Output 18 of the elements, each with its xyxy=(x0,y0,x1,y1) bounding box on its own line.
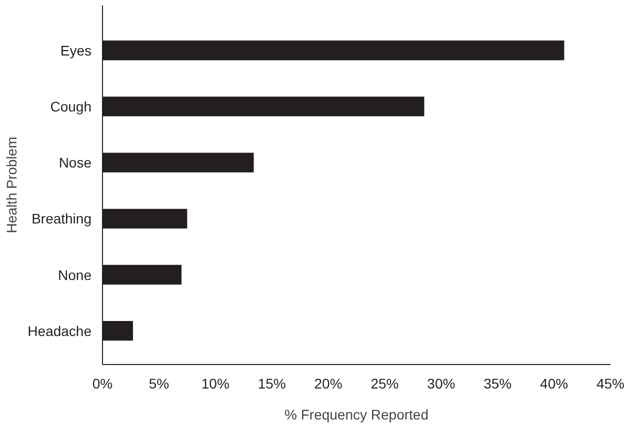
x-tick-label: 10% xyxy=(201,376,230,392)
x-tick-label: 0% xyxy=(92,376,113,392)
x-tick-label: 40% xyxy=(540,376,568,392)
x-tick-label: 45% xyxy=(596,376,625,392)
x-tick-label: 20% xyxy=(314,376,342,392)
x-tick-label: 35% xyxy=(484,376,512,392)
x-tick-label: 15% xyxy=(258,376,286,392)
y-tick-label: Eyes xyxy=(60,42,92,58)
y-tick-label: None xyxy=(58,266,92,283)
y-axis-title: Health Problem xyxy=(4,136,20,234)
y-tick-label: Cough xyxy=(50,98,92,114)
x-axis-title: % Frequency Reported xyxy=(284,406,428,422)
x-tick-label: 30% xyxy=(427,376,456,392)
y-tick-label: Nose xyxy=(58,154,92,171)
x-tick-label: 25% xyxy=(370,376,399,392)
x-tick-label: 5% xyxy=(148,376,170,392)
y-tick-label: Headache xyxy=(28,322,92,339)
y-tick-label: Breathing xyxy=(32,210,92,227)
